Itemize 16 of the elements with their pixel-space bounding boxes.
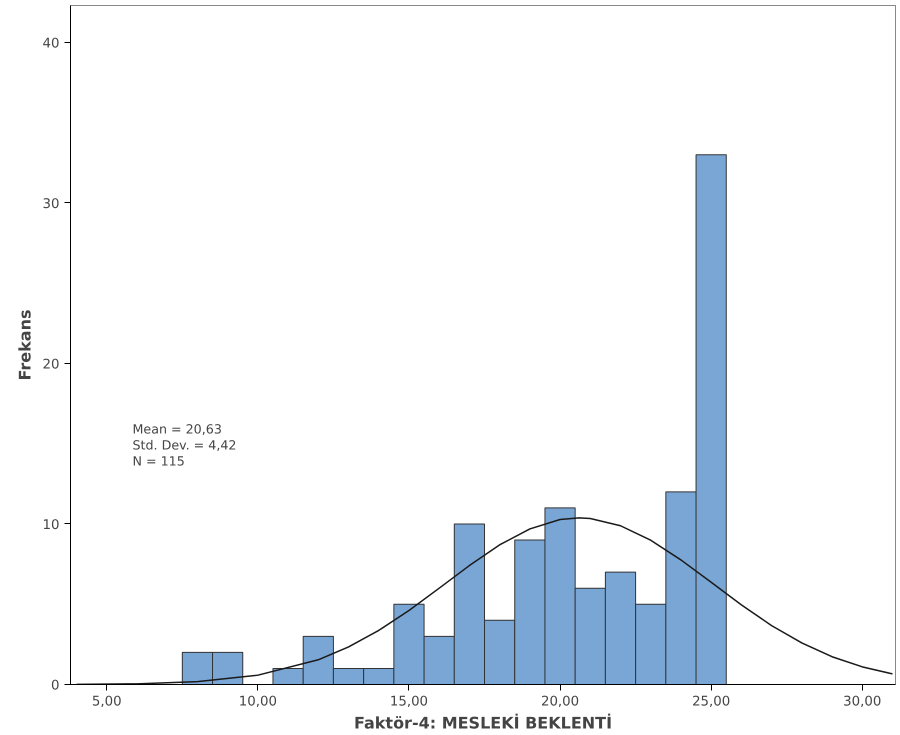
y-tick-label: 10	[42, 518, 60, 533]
annotation: N = 115	[132, 454, 185, 468]
x-tick-label: 20,00	[540, 694, 580, 710]
y-tick-label: 20	[42, 357, 60, 372]
x-tick-label: 10,00	[238, 694, 277, 710]
x-axis-title: Faktör-4: MESLEKİ BEKLENTİ	[354, 714, 612, 732]
x-tick-label: 5,00	[92, 694, 122, 710]
y-tick-label: 40	[42, 36, 60, 52]
y-tick-label: 0	[51, 678, 60, 694]
y-axis-title: Frekans	[16, 310, 35, 380]
x-tick-label: 30,00	[843, 694, 882, 710]
y-tick-label: 30	[42, 196, 60, 212]
annotation: Mean = 20,63	[132, 422, 222, 436]
x-tick-label: 25,00	[692, 694, 730, 710]
x-tick-label: 15,00	[390, 694, 428, 710]
annotation: Std. Dev. = 4,42	[132, 438, 236, 452]
